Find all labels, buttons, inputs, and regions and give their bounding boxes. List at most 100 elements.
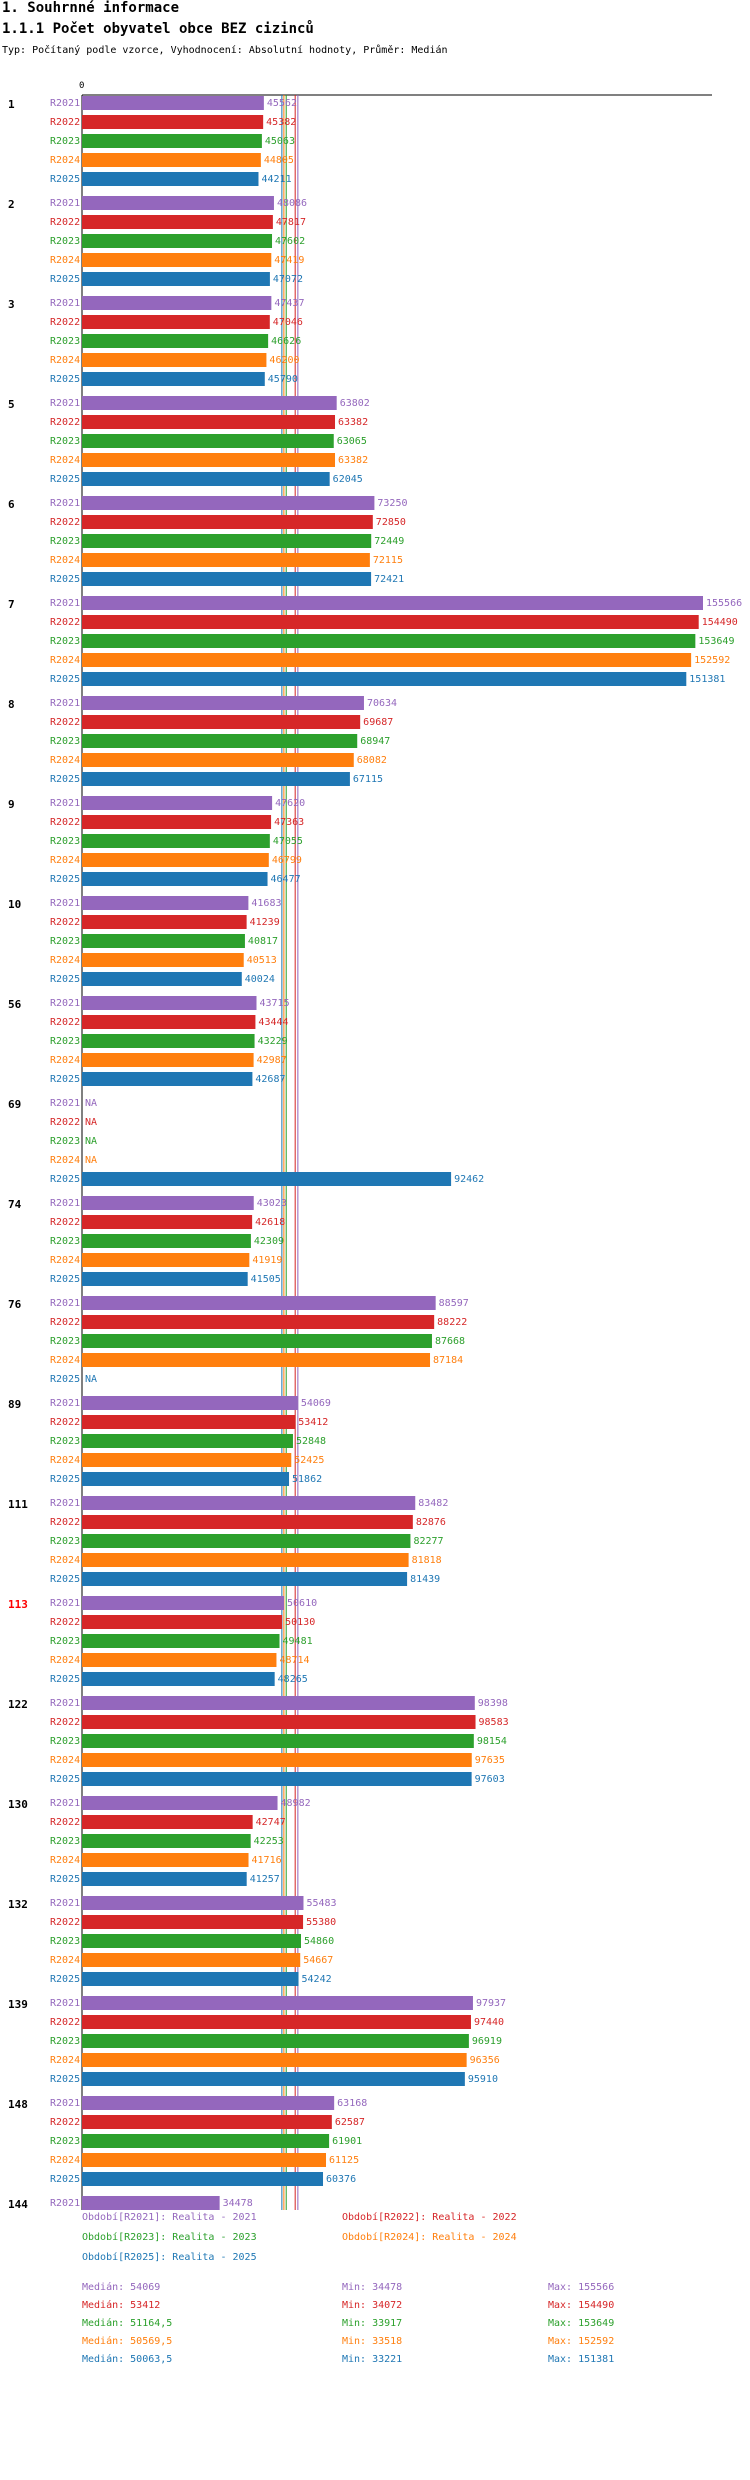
value-label-5-r2024: 63382: [338, 455, 368, 466]
series-label-2-r2024: R2024: [50, 255, 80, 266]
value-label-113-r2024: 48714: [279, 1655, 309, 1666]
bar-9-r2025: [82, 872, 268, 886]
series-label-132-r2021: R2021: [50, 1898, 80, 1909]
bar-8-r2024: [82, 753, 354, 767]
series-label-8-r2021: R2021: [50, 698, 80, 709]
na-label-69-r2024: NA: [85, 1155, 97, 1166]
bar-56-r2021: [82, 996, 257, 1010]
chart-title: 1.1.1 Počet obyvatel obce BEZ cizinců: [2, 21, 314, 37]
value-label-1-r2025: 44211: [261, 174, 291, 185]
bar-130-r2025: [82, 1872, 247, 1886]
value-label-132-r2023: 54860: [304, 1936, 334, 1947]
bar-3-r2025: [82, 372, 265, 386]
value-label-89-r2024: 52425: [294, 1455, 324, 1466]
bar-130-r2022: [82, 1815, 253, 1829]
stat-median-r2023: Medián: 51164,5: [82, 2318, 173, 2329]
series-label-9-r2023: R2023: [50, 836, 80, 847]
value-label-8-r2022: 69687: [363, 717, 393, 728]
value-label-139-r2023: 96919: [472, 2036, 502, 2047]
series-label-69-r2023: R2023: [50, 1136, 80, 1147]
bar-122-r2023: [82, 1734, 474, 1748]
value-label-8-r2023: 68947: [360, 736, 390, 747]
bar-89-r2025: [82, 1472, 290, 1486]
series-label-2-r2025: R2025: [50, 274, 80, 285]
stat-max-r2023: Max: 153649: [548, 2318, 615, 2329]
value-label-10-r2021: 41683: [251, 898, 281, 909]
bar-144-r2021: [82, 2196, 220, 2210]
value-label-113-r2023: 49481: [283, 1636, 313, 1647]
value-label-1-r2023: 45063: [265, 136, 295, 147]
bar-113-r2023: [82, 1634, 280, 1648]
series-label-132-r2025: R2025: [50, 1974, 80, 1985]
stat-min-r2023: Min: 33917: [342, 2318, 403, 2329]
series-label-3-r2023: R2023: [50, 336, 80, 347]
series-label-111-r2021: R2021: [50, 1498, 80, 1509]
series-label-9-r2025: R2025: [50, 874, 80, 885]
bar-122-r2022: [82, 1715, 476, 1729]
value-label-1-r2022: 45382: [266, 117, 296, 128]
bar-9-r2022: [82, 815, 272, 829]
series-label-1-r2022: R2022: [50, 117, 80, 128]
na-label-76-r2025: NA: [85, 1374, 97, 1385]
series-label-89-r2022: R2022: [50, 1417, 80, 1428]
na-label-69-r2021: NA: [85, 1098, 97, 1109]
series-label-113-r2021: R2021: [50, 1598, 80, 1609]
bar-74-r2022: [82, 1215, 253, 1229]
value-label-5-r2021: 63802: [340, 398, 370, 409]
series-label-56-r2022: R2022: [50, 1017, 80, 1028]
bar-10-r2024: [82, 953, 244, 967]
value-label-111-r2025: 81439: [410, 1574, 440, 1585]
series-label-139-r2023: R2023: [50, 2036, 80, 2047]
value-label-132-r2025: 54242: [302, 1974, 332, 1985]
bar-56-r2022: [82, 1015, 256, 1029]
value-label-6-r2023: 72449: [374, 536, 404, 547]
series-label-6-r2021: R2021: [50, 498, 80, 509]
bar-139-r2023: [82, 2034, 469, 2048]
bar-132-r2023: [82, 1934, 301, 1948]
series-label-130-r2024: R2024: [50, 1855, 80, 1866]
series-label-144-r2021: R2021: [50, 2198, 80, 2209]
bar-111-r2021: [82, 1496, 416, 1510]
bar-3-r2023: [82, 334, 269, 348]
series-label-5-r2022: R2022: [50, 417, 80, 428]
chart-subtitle: Typ: Počítaný podle vzorce, Vyhodnocení:…: [2, 45, 448, 56]
value-label-1-r2024: 44805: [264, 155, 294, 166]
series-label-111-r2022: R2022: [50, 1517, 80, 1528]
value-label-76-r2023: 87668: [435, 1336, 465, 1347]
series-label-9-r2021: R2021: [50, 798, 80, 809]
series-label-6-r2023: R2023: [50, 536, 80, 547]
value-label-74-r2025: 41505: [251, 1274, 281, 1285]
bar-113-r2022: [82, 1615, 283, 1629]
series-label-74-r2025: R2025: [50, 1274, 80, 1285]
value-label-9-r2025: 46477: [271, 874, 301, 885]
value-label-130-r2021: 48982: [281, 1798, 311, 1809]
group-label-10: 10: [8, 898, 21, 911]
series-label-89-r2025: R2025: [50, 1474, 80, 1485]
series-label-130-r2025: R2025: [50, 1874, 80, 1885]
bar-74-r2024: [82, 1253, 250, 1267]
value-label-111-r2023: 82277: [413, 1536, 443, 1547]
bar-89-r2024: [82, 1453, 292, 1467]
stat-min-r2024: Min: 33518: [342, 2336, 403, 2347]
value-label-3-r2021: 47437: [274, 298, 304, 309]
group-label-122: 122: [8, 1698, 28, 1711]
series-label-74-r2021: R2021: [50, 1198, 80, 1209]
value-label-139-r2025: 95910: [468, 2074, 498, 2085]
value-label-3-r2022: 47046: [273, 317, 303, 328]
group-label-1: 1: [8, 98, 15, 111]
group-label-144: 144: [8, 2198, 28, 2210]
bar-113-r2021: [82, 1596, 285, 1610]
value-label-56-r2021: 43715: [260, 998, 290, 1009]
value-label-130-r2023: 42253: [254, 1836, 284, 1847]
value-label-113-r2025: 48265: [278, 1674, 308, 1685]
series-label-111-r2024: R2024: [50, 1555, 80, 1566]
group-label-132: 132: [8, 1898, 28, 1911]
value-label-111-r2024: 81818: [412, 1555, 442, 1566]
value-label-111-r2022: 82876: [416, 1517, 446, 1528]
value-label-9-r2024: 46799: [272, 855, 302, 866]
value-label-139-r2021: 97937: [476, 1998, 506, 2009]
bar-2-r2025: [82, 272, 270, 286]
series-label-148-r2023: R2023: [50, 2136, 80, 2147]
value-label-139-r2024: 96356: [470, 2055, 500, 2066]
bar-7-r2025: [82, 672, 687, 686]
